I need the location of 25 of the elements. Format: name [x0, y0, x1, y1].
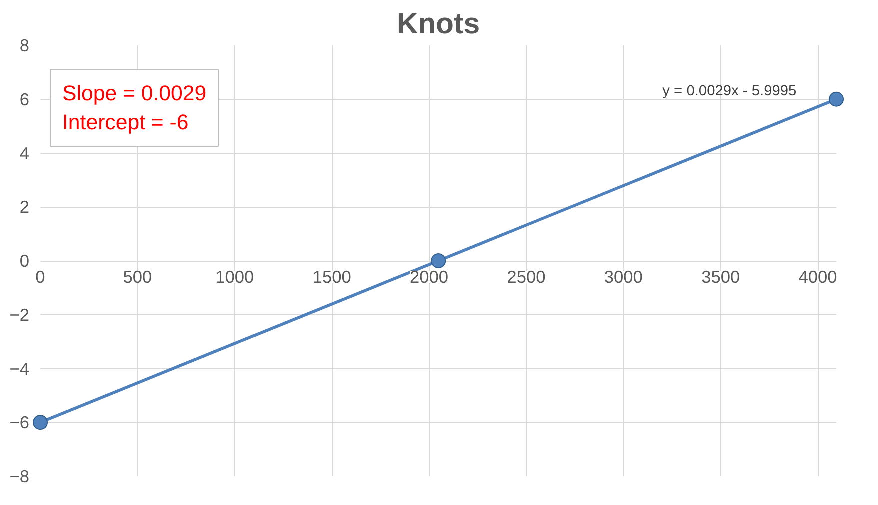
x-tick-label: 1000	[216, 267, 254, 287]
y-tick-label: −4	[10, 358, 30, 379]
point	[33, 415, 48, 430]
point	[431, 254, 446, 268]
y-tick-label: 8	[20, 36, 30, 56]
y-tick-label: −2	[10, 304, 30, 325]
x-tick-label: 1500	[312, 267, 352, 287]
x-tick-label: 0	[36, 267, 46, 287]
y-tick-label: −6	[10, 412, 30, 433]
annotation: y = 0.0029x - 5.9995	[662, 83, 797, 100]
chart-title: Knots	[396, 8, 480, 40]
annotation: Intercept = -6	[62, 110, 189, 134]
x-tick-label: 2000	[410, 267, 449, 287]
y-tick-label: 0	[20, 251, 30, 271]
x-tick-label: 3000	[604, 267, 643, 287]
point	[829, 92, 844, 107]
y-tick-label: 6	[20, 89, 30, 110]
y-tick-label: 2	[20, 197, 30, 218]
x-tick-label: 3500	[702, 267, 740, 287]
x-tick-label: 4000	[798, 267, 838, 287]
y-tick-label: 4	[20, 143, 30, 164]
x-tick-label: 2500	[507, 267, 546, 287]
x-tick-label: 500	[123, 267, 152, 287]
y-tick-label: −8	[10, 466, 30, 486]
annotation: Slope = 0.0029	[62, 82, 207, 106]
